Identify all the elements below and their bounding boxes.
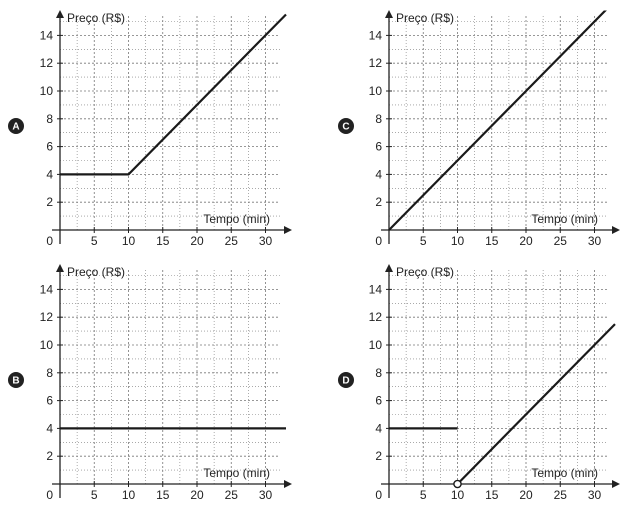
x-axis-arrow [612, 480, 620, 488]
y-axis-arrow [56, 264, 64, 272]
x-tick-label: 10 [451, 488, 465, 502]
y-tick-label: 6 [375, 140, 382, 154]
y-tick-label: 10 [369, 338, 383, 352]
open-circle-marker [453, 479, 462, 489]
y-axis-title: Preço (R$) [67, 11, 125, 25]
y-tick-label: 2 [46, 449, 53, 463]
y-axis-title: Preço (R$) [67, 265, 125, 279]
panel-badge [338, 372, 354, 388]
y-axis-arrow [385, 10, 393, 18]
panel-badge [8, 118, 24, 134]
y-tick-label: 8 [375, 366, 382, 380]
y-tick-label: 8 [46, 366, 53, 380]
chart-panel-c: 5 10 15 20 25 30 2 4 6 8 10 12 14 0 Preço (R$) Tempo (m… [338, 10, 620, 248]
x-tick-label: 25 [554, 234, 568, 248]
y-tick-label: 4 [375, 167, 382, 181]
x-tick-label: 15 [156, 488, 170, 502]
x-axis-title: Tempo (min) [203, 212, 270, 226]
x-tick-label: 5 [91, 488, 98, 502]
data-lines [389, 323, 616, 485]
y-tick-label: 6 [46, 394, 53, 408]
x-tick-label: 30 [259, 488, 273, 502]
y-tick-label: 8 [46, 112, 53, 126]
y-tick-label: 14 [40, 282, 54, 296]
x-tick-label: 15 [485, 488, 499, 502]
y-axis-arrow [385, 264, 393, 272]
y-tick-label: 10 [40, 338, 54, 352]
panel-badge-label: C [342, 122, 349, 133]
x-tick-label: 20 [190, 488, 204, 502]
data-lines [60, 13, 287, 176]
data-lines [388, 10, 607, 231]
y-axis-arrow [56, 10, 64, 18]
y-axis-title: Preço (R$) [396, 11, 454, 25]
panel-badge-label: B [12, 376, 19, 387]
y-tick-label: 14 [40, 28, 54, 42]
y-tick-label: 12 [369, 310, 383, 324]
x-tick-label: 20 [190, 234, 204, 248]
y-tick-label: 14 [369, 28, 383, 42]
x-axis-title: Tempo (min) [531, 466, 598, 480]
x-tick-label: 30 [588, 488, 602, 502]
x-tick-label: 15 [485, 234, 499, 248]
x-tick-label: 20 [519, 488, 533, 502]
y-tick-label: 6 [46, 140, 53, 154]
origin-label: 0 [46, 234, 53, 248]
panel-badge [8, 372, 24, 388]
x-axis-arrow [284, 226, 292, 234]
x-axis-title: Tempo (min) [203, 466, 270, 480]
series-line-2 [456, 323, 616, 485]
origin-label: 0 [375, 488, 382, 502]
series-line-1 [388, 10, 607, 231]
y-tick-label: 4 [46, 421, 53, 435]
x-tick-label: 10 [451, 234, 465, 248]
x-tick-label: 25 [225, 488, 239, 502]
origin-label: 0 [46, 488, 53, 502]
x-tick-label: 25 [554, 488, 568, 502]
chart-panel-a: 5 10 15 20 25 30 2 4 6 8 10 12 14 0 Preço (R$) Tempo (m… [8, 10, 292, 248]
y-tick-label: 8 [375, 112, 382, 126]
y-tick-label: 6 [375, 394, 382, 408]
chart-panel-d: 5 10 15 20 25 30 2 4 6 8 10 12 14 0 Preço (R$) Tempo (m… [338, 264, 620, 502]
y-tick-label: 10 [40, 84, 54, 98]
x-tick-label: 10 [122, 488, 136, 502]
x-tick-label: 5 [420, 488, 427, 502]
x-tick-label: 10 [122, 234, 136, 248]
y-tick-label: 10 [369, 84, 383, 98]
panel-badge-label: A [12, 122, 19, 133]
x-tick-label: 5 [91, 234, 98, 248]
y-tick-label: 2 [375, 449, 382, 463]
x-tick-label: 25 [225, 234, 239, 248]
y-tick-label: 2 [375, 195, 382, 209]
x-axis-arrow [612, 226, 620, 234]
series-line-1 [60, 13, 287, 176]
x-tick-label: 30 [588, 234, 602, 248]
y-tick-label: 4 [46, 167, 53, 181]
x-tick-label: 20 [519, 234, 533, 248]
panel-badge-label: D [342, 376, 349, 387]
x-axis-title: Tempo (min) [531, 212, 598, 226]
y-tick-label: 2 [46, 195, 53, 209]
y-tick-label: 12 [369, 56, 383, 70]
y-axis-title: Preço (R$) [396, 265, 454, 279]
panel-badge [338, 118, 354, 134]
x-tick-label: 5 [420, 234, 427, 248]
y-tick-label: 12 [40, 310, 54, 324]
x-tick-label: 30 [259, 234, 273, 248]
x-axis-arrow [284, 480, 292, 488]
y-tick-label: 12 [40, 56, 54, 70]
y-tick-label: 4 [375, 421, 382, 435]
x-tick-label: 15 [156, 234, 170, 248]
origin-label: 0 [375, 234, 382, 248]
y-tick-label: 14 [369, 282, 383, 296]
chart-panel-b: 5 10 15 20 25 30 2 4 6 8 10 12 14 0 Preço (R$) Tempo (m… [8, 264, 292, 502]
